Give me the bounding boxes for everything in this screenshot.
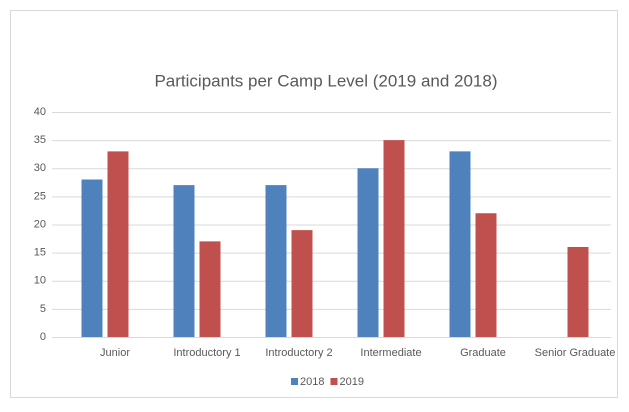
y-tick-label: 40	[34, 106, 46, 118]
y-tick-label: 5	[40, 303, 46, 315]
x-tick-label: Junior	[100, 347, 130, 359]
bar	[383, 140, 405, 337]
y-tick-label: 30	[34, 162, 46, 174]
y-tick-label: 20	[34, 218, 46, 230]
bar	[265, 185, 287, 337]
x-tick-label: Introductory 2	[265, 347, 332, 359]
chart-title: Participants per Camp Level (2019 and 20…	[154, 71, 497, 90]
bar	[291, 230, 313, 337]
y-tick-label: 25	[34, 190, 46, 202]
legend-swatch	[291, 378, 298, 385]
bar	[449, 151, 471, 337]
legend-swatch	[330, 378, 338, 385]
x-tick-label: Graduate	[460, 347, 506, 359]
bar	[81, 179, 103, 337]
bar	[107, 151, 129, 337]
bar	[173, 185, 195, 337]
bar	[475, 213, 497, 337]
x-tick-label: Intermediate	[360, 347, 421, 359]
legend-label: 2018	[300, 376, 324, 388]
y-tick-label: 0	[40, 331, 46, 343]
y-tick-label: 15	[34, 247, 46, 259]
x-tick-label: Introductory 1	[173, 347, 240, 359]
y-tick-label: 35	[34, 134, 46, 146]
x-tick-label: Senior Graduate	[535, 347, 616, 359]
bar	[567, 247, 589, 337]
bar	[357, 168, 379, 337]
y-tick-label: 10	[34, 275, 46, 287]
bar	[199, 241, 221, 337]
legend-label: 2019	[339, 376, 363, 388]
